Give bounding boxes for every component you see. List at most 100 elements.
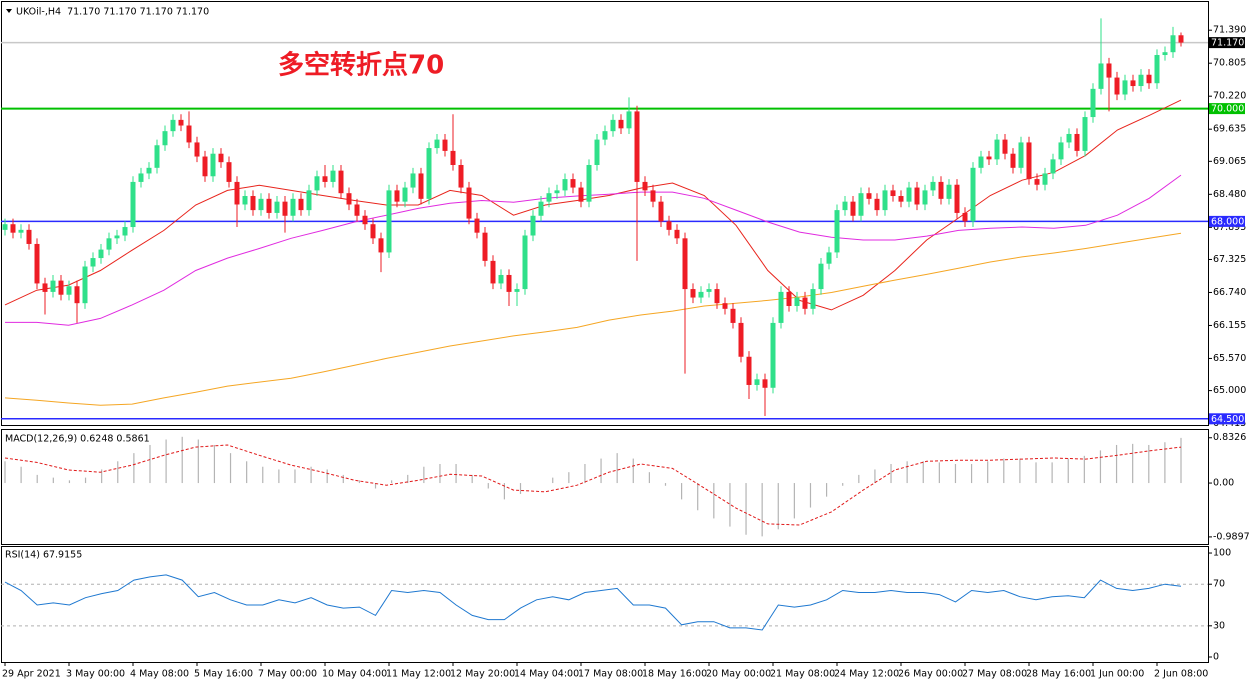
candle-body: [842, 201, 848, 211]
level-label-box: [1209, 215, 1245, 227]
candle-body: [170, 119, 176, 132]
candle-body: [426, 148, 432, 199]
candle-body: [474, 218, 480, 233]
candle-body: [306, 190, 312, 211]
candle-body: [1178, 35, 1184, 43]
candle-body: [34, 243, 40, 284]
candle-body: [586, 164, 592, 202]
candle-body: [1082, 117, 1088, 151]
candle-body: [10, 224, 16, 233]
candle-body: [506, 274, 512, 292]
y-tick-label: 0.8326: [1213, 432, 1246, 443]
y-tick-label: 100: [1213, 548, 1231, 559]
candle-body: [42, 283, 48, 292]
candle-body: [74, 286, 80, 304]
candle-body: [122, 227, 128, 236]
price-panel-frame: [1, 1, 1209, 426]
y-tick-label: 68.480: [1213, 189, 1246, 200]
candle-body: [226, 162, 232, 182]
x-tick-label: 7 May 00:00: [258, 669, 317, 680]
candle-body: [1074, 133, 1080, 151]
macd-panel-frame: [1, 429, 1209, 545]
candle-body: [394, 190, 400, 202]
rsi-panel-frame: [1, 546, 1209, 663]
candle-body: [138, 173, 144, 182]
candle-body: [178, 119, 184, 126]
candle-body: [98, 249, 104, 259]
candle-body: [106, 238, 112, 250]
level-label: 71.170: [1211, 38, 1244, 49]
candle-body: [970, 167, 976, 222]
candle-body: [754, 379, 760, 385]
candle-body: [538, 201, 544, 216]
macd-signal: [4, 444, 1182, 526]
candle-body: [338, 170, 344, 194]
x-tick-label: 20 May 00:00: [706, 669, 771, 680]
candle-body: [146, 167, 152, 174]
candle-body: [930, 181, 936, 191]
candle-body: [810, 289, 816, 309]
candle-body: [66, 286, 72, 295]
candle-body: [730, 308, 736, 323]
candle-body: [1010, 153, 1016, 168]
candle-body: [186, 125, 192, 143]
candle-body: [282, 201, 288, 216]
candle-body: [706, 289, 712, 292]
y-tick-label: 71.390: [1213, 25, 1246, 36]
candle-body: [1146, 74, 1152, 84]
candle-body: [874, 198, 880, 211]
y-tick-label: 67.895: [1213, 222, 1246, 233]
candle-body: [1058, 142, 1064, 160]
annotation: 多空转折点70: [278, 50, 444, 81]
candle-body: [578, 187, 584, 202]
x-tick-label: 14 May 04:00: [514, 669, 579, 680]
x-tick-label: 24 May 12:00: [834, 669, 899, 680]
x-tick-label: 10 May 04:00: [322, 669, 387, 680]
candle-body: [458, 164, 464, 188]
candle-body: [834, 210, 840, 253]
candle-body: [218, 153, 224, 163]
candle-body: [274, 201, 280, 213]
x-tick-label: 28 May 16:00: [1026, 669, 1091, 680]
menu-arrow: [6, 9, 12, 13]
candle-body: [1098, 63, 1104, 89]
candle-body: [154, 145, 160, 168]
y-tick-label: 30: [1213, 620, 1225, 631]
candle-body: [1130, 80, 1136, 87]
candle-body: [82, 266, 88, 304]
candle-body: [130, 181, 136, 228]
moving-average: [5, 174, 1182, 326]
candle-body: [618, 119, 624, 129]
y-tick-label: 0: [1213, 652, 1219, 663]
candle-body: [58, 280, 64, 295]
x-tick-label: 26 May 00:00: [898, 669, 963, 680]
y-tick-label: 66.740: [1213, 287, 1246, 298]
candle-body: [714, 289, 720, 304]
candle-body: [778, 291, 784, 323]
indicator-label: RSI(14) 67.9155: [5, 550, 82, 561]
candle-body: [1090, 88, 1096, 118]
candle-body: [378, 238, 384, 253]
level-label-box: [1209, 103, 1245, 115]
candle-body: [26, 229, 32, 244]
x-tick-label: 1 Jun 00:00: [1090, 669, 1144, 680]
candle-body: [1154, 55, 1160, 84]
candle-body: [1026, 142, 1032, 180]
candle-body: [962, 212, 968, 222]
x-tick-label: 29 Apr 2021: [2, 669, 61, 680]
candle-body: [898, 196, 904, 202]
candle-body: [1106, 63, 1112, 78]
candle-body: [1018, 142, 1024, 168]
candle-body: [370, 224, 376, 239]
candle-body: [994, 139, 1000, 160]
candle-body: [634, 111, 640, 182]
candle-body: [570, 179, 576, 188]
candle-body: [938, 181, 944, 199]
candle-body: [314, 176, 320, 191]
candle-body: [266, 198, 272, 213]
candle-body: [826, 252, 832, 264]
y-tick-label: 66.155: [1213, 320, 1246, 331]
y-tick-label: 69.065: [1213, 156, 1246, 167]
level-label-box: [1209, 413, 1245, 425]
candle-body: [626, 111, 632, 129]
